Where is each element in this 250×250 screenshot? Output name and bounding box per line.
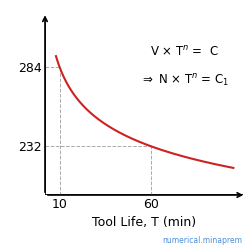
X-axis label: Tool Life, T (min): Tool Life, T (min) <box>92 216 196 229</box>
Text: $\Rightarrow$ N $\times$ T$^n$ = C$_1$: $\Rightarrow$ N $\times$ T$^n$ = C$_1$ <box>140 73 229 89</box>
Text: V $\times$ T$^n$ =  C: V $\times$ T$^n$ = C <box>150 44 218 59</box>
Text: numerical.minaprem: numerical.minaprem <box>162 236 242 245</box>
